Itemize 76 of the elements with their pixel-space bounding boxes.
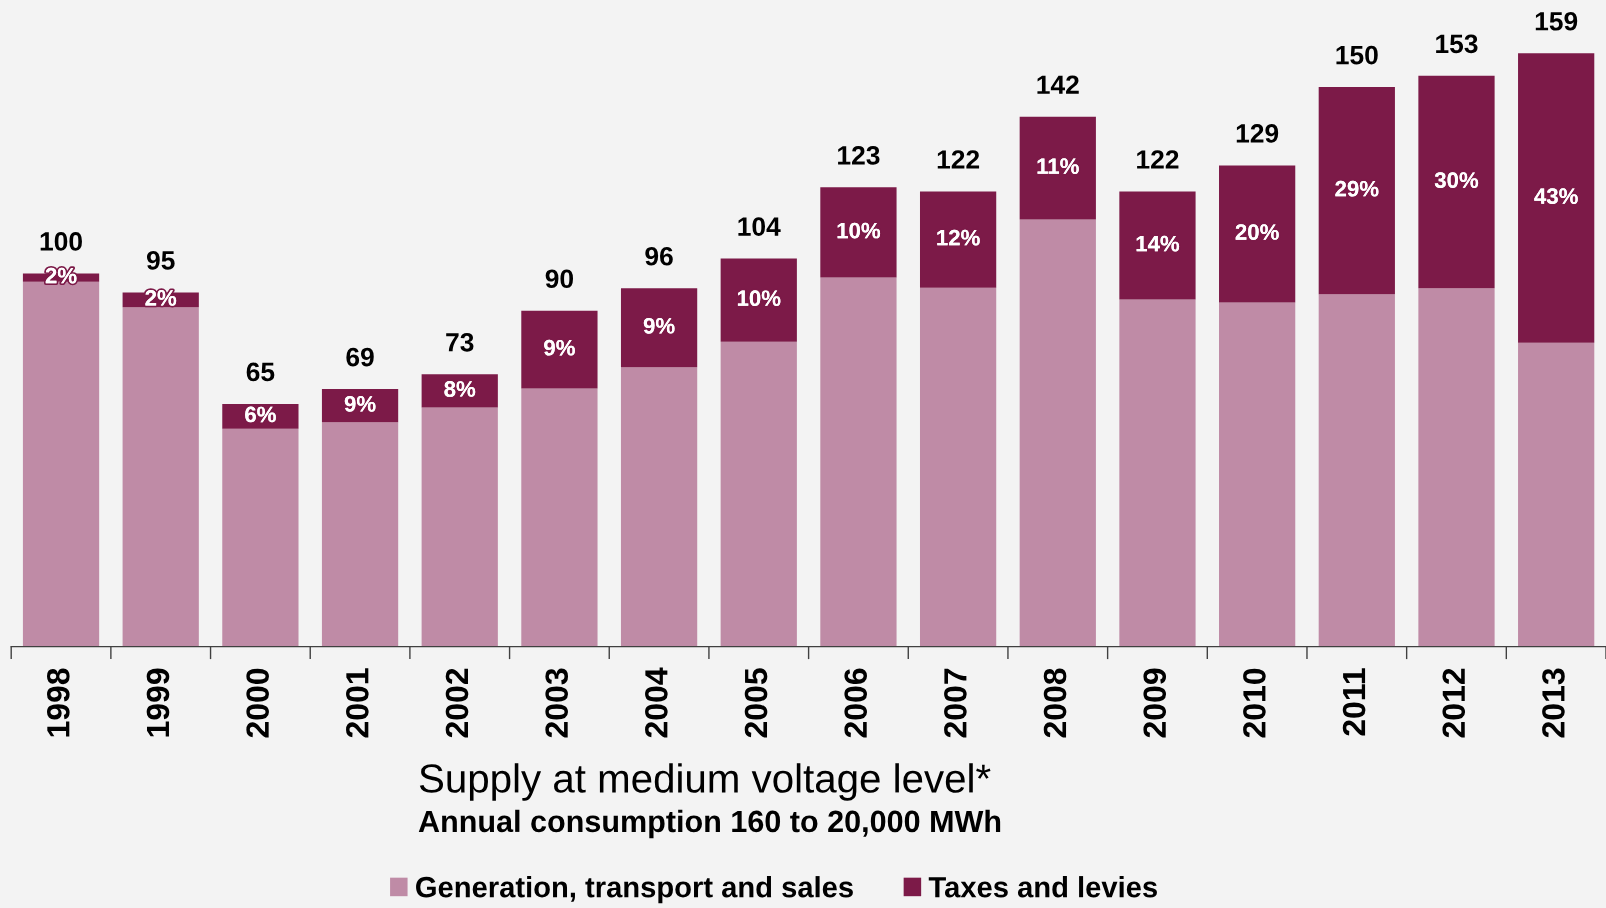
x-tick-label: 2011 xyxy=(1342,668,1366,736)
x-tick-label: 2007 xyxy=(944,668,967,738)
bar xyxy=(421,407,498,647)
bar xyxy=(620,367,698,647)
x-tick-label: 2000 xyxy=(246,668,269,738)
x-tick-label: 2012 xyxy=(1442,668,1466,738)
annotation: 12% xyxy=(937,229,980,246)
annotation: 43% xyxy=(1534,188,1578,205)
x-tick-label: 2006 xyxy=(844,668,868,738)
text: Annual consumption 160 to 20,000 MWh xyxy=(418,809,1001,839)
bar xyxy=(1518,53,1595,343)
bar xyxy=(1418,75,1495,289)
x-tick-label: 2005 xyxy=(744,668,768,738)
x-tick-label: 2004 xyxy=(645,667,668,738)
annotation: 96 xyxy=(645,246,673,266)
annotation: 30% xyxy=(1434,172,1479,189)
annotation: 159 xyxy=(1535,11,1578,31)
bar xyxy=(222,428,299,647)
annotation: 20% xyxy=(1235,224,1279,240)
annotation: 6% xyxy=(245,406,276,423)
annotation: 10% xyxy=(737,290,781,307)
bar xyxy=(820,187,897,278)
annotation: 14% xyxy=(1136,235,1180,252)
annotation: 10% xyxy=(837,222,881,239)
annotation: 104 xyxy=(738,217,781,236)
annotation: 65 xyxy=(246,362,275,382)
annotation: 73 xyxy=(446,332,474,352)
annotation: 122 xyxy=(1137,150,1179,169)
annotation: 142 xyxy=(1037,75,1079,94)
annotation: 69 xyxy=(346,347,374,367)
bar xyxy=(1219,165,1296,303)
annotation: 123 xyxy=(838,146,880,165)
bar xyxy=(1518,342,1595,647)
annotation: 2% xyxy=(145,290,177,306)
annotation: 90 xyxy=(545,269,574,289)
legend-label: Taxes and levies xyxy=(928,876,1157,898)
x-tick-label: 2013 xyxy=(1542,668,1565,738)
bar xyxy=(1318,294,1395,647)
bar xyxy=(620,288,698,368)
bar xyxy=(1219,302,1296,647)
bar xyxy=(521,388,598,647)
bar xyxy=(919,191,997,288)
annotation: 100 xyxy=(40,232,82,251)
x-tick-label: 1998 xyxy=(46,668,70,737)
annotation: 122 xyxy=(937,150,980,169)
bar xyxy=(1019,219,1096,647)
x-tick-label: 2001 xyxy=(346,668,369,738)
bar xyxy=(720,341,797,647)
bar xyxy=(1119,299,1196,647)
annotation: 9% xyxy=(344,395,376,412)
annotation: 129 xyxy=(1236,124,1279,143)
bar xyxy=(321,422,399,647)
x-tick-label: 2010 xyxy=(1243,668,1266,738)
x-tick-label: 1999 xyxy=(146,668,170,737)
annotation: 150 xyxy=(1336,45,1378,65)
bar xyxy=(919,287,997,647)
legend-label: Generation, transport and sales xyxy=(416,876,853,904)
x-tick-label: 2008 xyxy=(1043,668,1067,738)
bar xyxy=(1119,191,1196,300)
text: Supply at medium voltage level* xyxy=(419,763,991,801)
annotation: 11% xyxy=(1037,158,1079,174)
x-tick-label: 2002 xyxy=(445,668,469,738)
bar xyxy=(820,277,897,647)
annotation: 95 xyxy=(146,251,175,270)
annotation: 153 xyxy=(1436,34,1478,54)
x-tick-label: 2003 xyxy=(545,668,569,738)
bar xyxy=(1418,288,1495,647)
annotation: 8% xyxy=(444,381,476,397)
bar xyxy=(1318,87,1395,295)
annotation: 29% xyxy=(1335,180,1379,197)
bar xyxy=(521,310,598,389)
annotation: 9% xyxy=(544,339,575,356)
bar xyxy=(122,307,199,647)
x-tick-label: 2009 xyxy=(1143,668,1167,738)
bar xyxy=(1019,116,1096,220)
annotation: 9% xyxy=(643,317,675,334)
